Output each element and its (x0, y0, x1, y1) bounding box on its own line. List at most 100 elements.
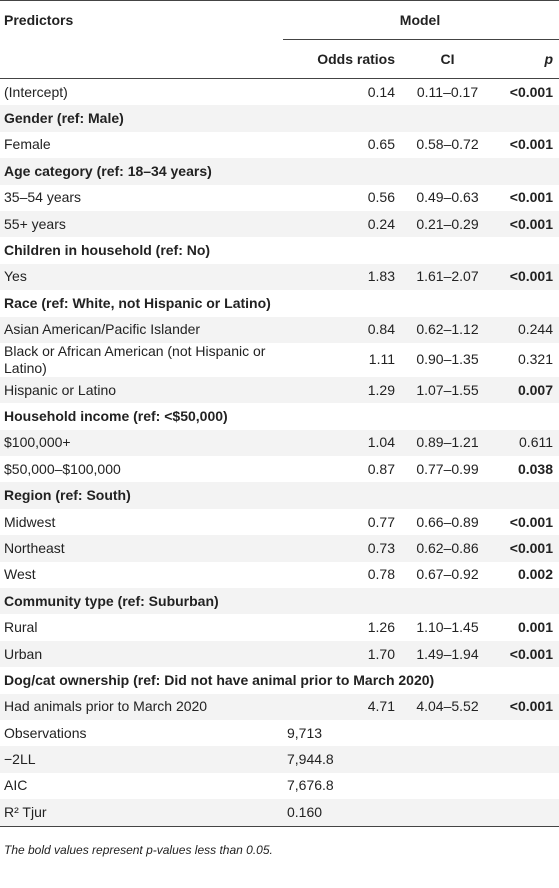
p-value: 0.001 (517, 619, 554, 636)
ci-value: 0.77–0.99 (416, 460, 479, 477)
stat-label: AIC (4, 777, 28, 794)
odds-ratio: 1.29 (367, 381, 395, 398)
table-row: $100,000+ 1.04 0.89–1.21 0.611 (0, 429, 559, 457)
p-value: <0.001 (509, 539, 554, 556)
table-row: Community type (ref: Suburban) (0, 588, 559, 615)
ci-value: 0.21–0.29 (416, 215, 479, 232)
odds-ratio: 0.78 (367, 566, 395, 583)
ci-value: 0.58–0.72 (416, 136, 479, 153)
header-p: p (496, 39, 559, 79)
predictor-label: 35–54 years (4, 189, 82, 206)
odds-ratio: 0.56 (367, 189, 395, 206)
footnote: The bold values represent p-values less … (4, 842, 273, 857)
table-row: AIC 7,676.8 (0, 773, 559, 799)
odds-ratio: 0.65 (367, 136, 395, 153)
odds-ratio: 0.84 (367, 321, 395, 338)
odds-ratio: 1.83 (367, 268, 395, 285)
section-label: Region (ref: South) (4, 487, 131, 504)
ci-value: 0.90–1.35 (416, 351, 479, 368)
results-table: Predictors Model Odds ratios CI p (Inter… (0, 0, 559, 827)
stat-label: −2LL (4, 751, 36, 768)
ci-value: 0.89–1.21 (416, 434, 479, 451)
table-row: Urban 1.70 1.49–1.94 <0.001 (0, 640, 559, 668)
section-label: Race (ref: White, not Hispanic or Latino… (4, 294, 271, 311)
predictor-label: Urban (4, 645, 43, 662)
table-row: $50,000–$100,000 0.87 0.77–0.99 0.038 (0, 456, 559, 482)
section-label: Children in household (ref: No) (4, 242, 211, 259)
table-row: Asian American/Pacific Islander 0.84 0.62–… (0, 316, 559, 343)
stat-value: 0.160 (283, 799, 559, 827)
section-label: Household income (ref: <$50,000) (4, 407, 228, 424)
predictor-label: (Intercept) (4, 83, 68, 100)
predictor-label: $100,000+ (4, 434, 71, 451)
table-row: Northeast 0.73 0.62–0.86 <0.001 (0, 535, 559, 562)
table-row: Had animals prior to March 2020 4.71 4.04–… (0, 693, 559, 720)
p-value: 0.321 (517, 351, 554, 368)
section-label: Gender (ref: Male) (4, 110, 124, 127)
p-value: <0.001 (509, 215, 554, 232)
section-label: Dog/cat ownership (ref: Did not have ani… (4, 671, 435, 688)
predictor-label: $50,000–$100,000 (4, 460, 121, 477)
table-row: (Intercept) 0.14 0.11–0.17 <0.001 (0, 79, 559, 106)
odds-ratio: 0.73 (367, 539, 395, 556)
p-value: 0.611 (519, 434, 554, 451)
header-odds: Odds ratios (283, 39, 401, 79)
stat-value: 7,676.8 (287, 777, 334, 794)
odds-ratio: 1.11 (368, 351, 395, 368)
stat-value: 7,944.8 (287, 751, 334, 768)
table-row: West 0.78 0.67–0.92 0.002 (0, 562, 559, 588)
table-row: Observations 9,713 (0, 720, 559, 746)
p-value: 0.038 (517, 460, 554, 477)
table-row: Children in household (ref: No) (0, 237, 559, 263)
odds-ratio: 0.14 (367, 83, 395, 100)
table-row: Black or African American (not Hispanic … (0, 343, 559, 377)
ci-value: 0.62–1.12 (416, 321, 479, 338)
p-value: <0.001 (509, 698, 554, 715)
p-value: <0.001 (509, 189, 554, 206)
table-row: Rural 1.26 1.10–1.45 0.001 (0, 614, 559, 640)
p-value: <0.001 (509, 268, 554, 285)
ci-value: 0.11–0.17 (416, 83, 479, 100)
p-value: 0.007 (517, 381, 554, 398)
odds-ratio: 1.70 (367, 645, 395, 662)
table-row: Hispanic or Latino 1.29 1.07–1.55 0.007 (0, 376, 559, 404)
p-value: 0.002 (517, 566, 554, 583)
odds-ratio: 4.71 (367, 698, 395, 715)
section-label: Community type (ref: Suburban) (4, 592, 219, 609)
odds-ratio: 1.26 (367, 619, 395, 636)
predictor-label: Black or African American (not Hispanic … (4, 342, 266, 376)
table-row: Female 0.65 0.58–0.72 <0.001 (0, 132, 559, 158)
predictor-label: Northeast (4, 539, 65, 556)
header-ci: CI (401, 39, 496, 79)
table-row: Household income (ref: <$50,000) (0, 403, 559, 429)
stat-value: 9,713 (287, 724, 323, 741)
header-predictors: Predictors (4, 11, 74, 28)
table-row: −2LL 7,944.8 (0, 746, 559, 773)
stat-label: Observations (4, 724, 87, 741)
predictor-label: Midwest (4, 513, 56, 530)
table-row: Dog/cat ownership (ref: Did not have ani… (0, 667, 559, 693)
ci-value: 1.07–1.55 (416, 381, 479, 398)
table-body: (Intercept) 0.14 0.11–0.17 <0.001 Gender (re… (0, 79, 559, 827)
table-row: Gender (ref: Male) (0, 105, 559, 132)
table-row: Region (ref: South) (0, 482, 559, 509)
header-model: Model (283, 0, 559, 40)
predictor-label: Rural (4, 619, 38, 636)
p-value: <0.001 (509, 136, 554, 153)
table-row: 55+ years 0.24 0.21–0.29 <0.001 (0, 210, 559, 238)
ci-value: 0.49–0.63 (416, 189, 479, 206)
predictor-label: Had animals prior to March 2020 (4, 698, 208, 715)
ci-value: 1.61–2.07 (416, 268, 479, 285)
table-row: Race (ref: White, not Hispanic or Latino… (0, 290, 559, 316)
table-row: Age category (ref: 18–34 years) (0, 158, 559, 185)
ci-value: 1.10–1.45 (416, 619, 479, 636)
table-row: R² Tjur 0.160 (0, 799, 559, 827)
p-value: <0.001 (509, 645, 554, 662)
odds-ratio: 0.24 (367, 215, 395, 232)
predictor-label: 55+ years (4, 215, 66, 232)
ci-value: 0.66–0.89 (416, 513, 479, 530)
table-row: 35–54 years 0.56 0.49–0.63 <0.001 (0, 185, 559, 211)
table-row: Yes 1.83 1.61–2.07 <0.001 (0, 263, 559, 291)
predictor-label: Yes (4, 268, 27, 285)
